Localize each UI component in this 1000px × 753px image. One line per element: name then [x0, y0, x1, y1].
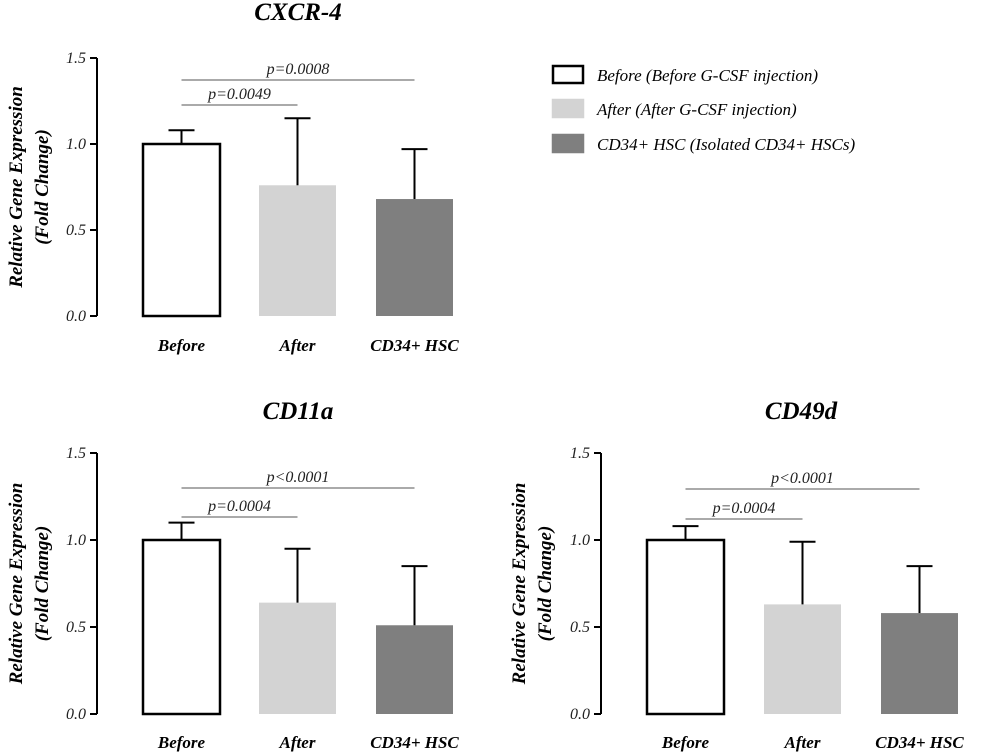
chart-title-cxcr-4: CXCR-4: [254, 0, 342, 26]
bar-cxcr-4-cd34-hsc: [376, 199, 453, 316]
y-axis-label-cxcr-4: (Fold Change): [32, 129, 53, 245]
bar-cd11a-after: [259, 602, 336, 714]
p-value-label: p<0.0001: [266, 469, 330, 486]
chart-panel-cd11a: CD11a Relative Gene Expression (Fold Chang…: [6, 398, 459, 752]
p-value-label: p=0.0008: [266, 61, 330, 78]
x-tick-label-cd34-hsc: CD34+ HSC: [370, 336, 459, 355]
chart-title-cd11a: CD11a: [263, 398, 334, 425]
y-tick-label: 0.0: [66, 308, 86, 325]
bar-cd11a-before: [141, 538, 222, 716]
y-tick-label: 0.5: [66, 619, 86, 636]
p-value-label: p=0.0049: [207, 86, 271, 103]
y-tick-label: 0.0: [570, 706, 590, 723]
bar-cd49d-before: [645, 538, 726, 716]
chart-panel-cxcr4: CXCR-4 Relative Gene Expression (Fold Chan…: [6, 0, 459, 355]
y-axis-label-cd11a: (Fold Change): [32, 526, 53, 642]
y-tick-label: 1.5: [570, 445, 590, 462]
legend-swatch-before: [551, 64, 585, 85]
legend-swatch-cd34-hsc: [551, 133, 585, 154]
bar-cd49d-after: [764, 604, 841, 714]
y-tick-label: 1.5: [66, 50, 86, 67]
bar-cxcr-4-after: [259, 185, 336, 316]
x-tick-label-before: Before: [157, 733, 206, 752]
p-value-label: p<0.0001: [770, 470, 834, 487]
y-axis-label-cd49d: (Fold Change): [535, 526, 556, 642]
x-tick-label-before: Before: [661, 733, 710, 752]
x-tick-label-cd34-hsc: CD34+ HSC: [875, 733, 964, 752]
y-axis-label-cxcr-4: Relative Gene Expression: [6, 86, 27, 289]
x-tick-label-after: After: [279, 733, 316, 752]
chart-title-cd49d: CD49d: [765, 398, 838, 425]
bar-cd11a-cd34-hsc: [376, 625, 453, 714]
p-value-label: p=0.0004: [712, 500, 776, 517]
bar-cd49d-cd34-hsc: [881, 613, 958, 714]
y-tick-label: 0.5: [570, 619, 590, 636]
x-tick-label-before: Before: [157, 336, 206, 355]
legend-label-after: After (After G-CSF injection): [596, 100, 797, 119]
legend-label-before: Before (Before G-CSF injection): [597, 66, 818, 85]
legend: Before (Before G-CSF injection) After (A…: [551, 64, 855, 154]
bar-cxcr-4-before: [141, 142, 222, 318]
y-tick-label: 1.0: [570, 532, 590, 549]
x-tick-label-after: After: [279, 336, 316, 355]
y-tick-label: 1.5: [66, 445, 86, 462]
legend-swatch-after: [551, 98, 585, 119]
x-tick-label-after: After: [784, 733, 821, 752]
y-axis-label-cd49d: Relative Gene Expression: [509, 483, 530, 686]
y-axis-label-cd11a: Relative Gene Expression: [6, 483, 27, 686]
y-tick-label: 0.5: [66, 222, 86, 239]
x-tick-label-cd34-hsc: CD34+ HSC: [370, 733, 459, 752]
y-tick-label: 1.0: [66, 532, 86, 549]
y-tick-label: 1.0: [66, 136, 86, 153]
p-value-label: p=0.0004: [207, 498, 271, 515]
legend-label-cd34-hsc: CD34+ HSC (Isolated CD34+ HSCs): [597, 135, 855, 154]
y-tick-label: 0.0: [66, 706, 86, 723]
chart-panel-cd49d: CD49d Relative Gene Expression (Fold Chang…: [509, 398, 964, 752]
